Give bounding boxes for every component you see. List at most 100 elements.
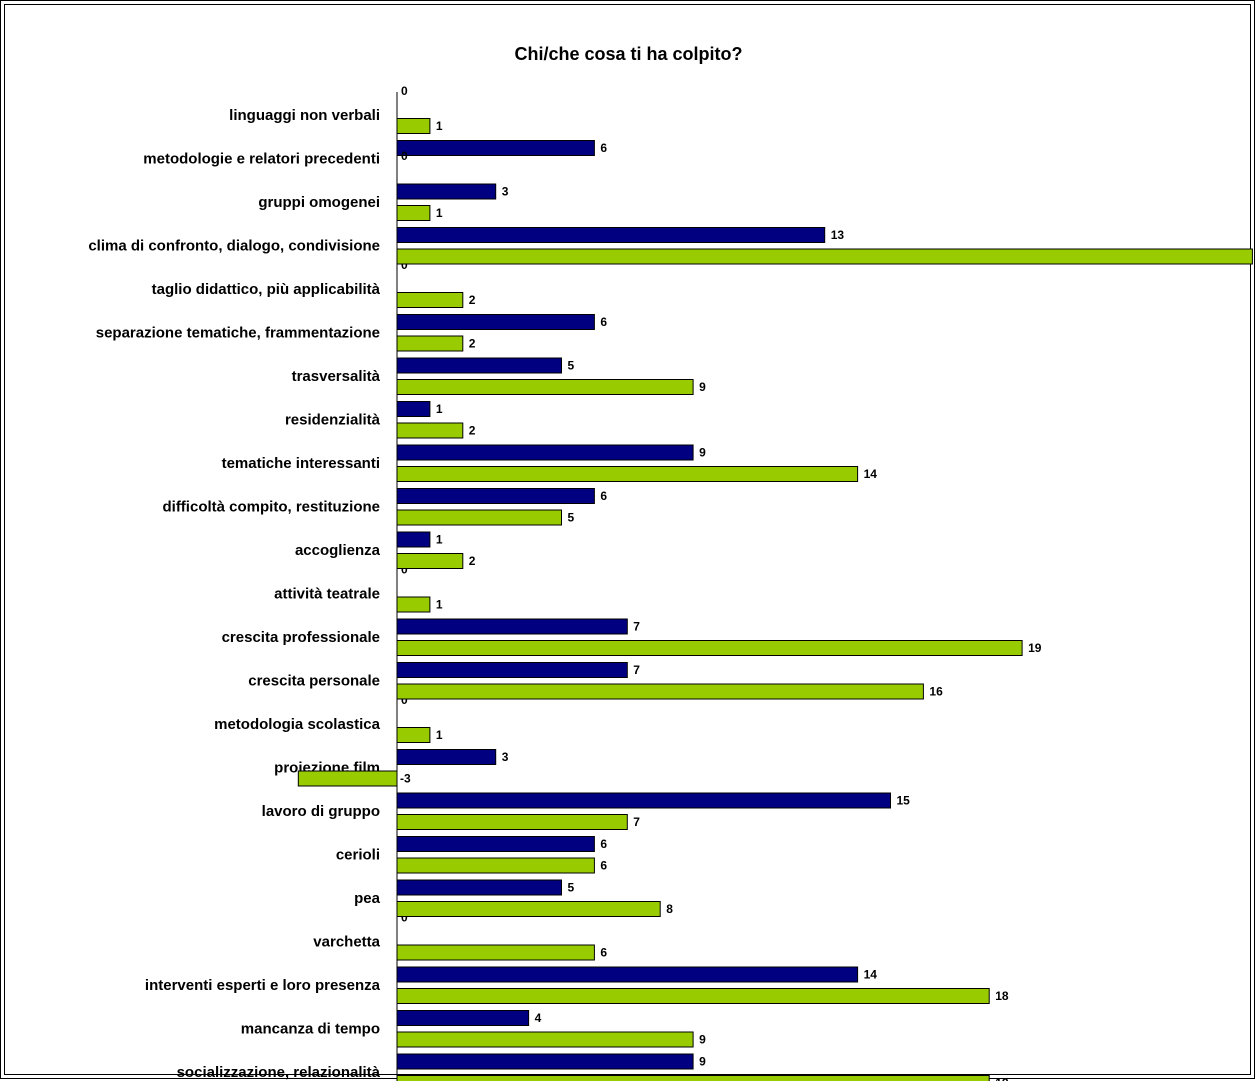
bar-series-1 [396, 314, 595, 330]
category-label: metodologie e relatori precedenti [143, 150, 380, 167]
bar-series-2 [396, 596, 431, 613]
bar-series-2 [396, 553, 464, 569]
bar-series-2 [396, 814, 628, 830]
category-label: cerioli [336, 846, 380, 863]
data-label: 8 [666, 902, 673, 916]
bar-series-2 [396, 640, 1023, 656]
data-label: 6 [600, 837, 607, 851]
category-label: attività teatrale [274, 585, 380, 602]
category-label: crescita professionale [222, 629, 380, 646]
category-label: pea [354, 890, 381, 907]
bar-series-2 [297, 770, 398, 787]
data-label: 5 [568, 359, 575, 373]
bar-series-1 [396, 1053, 694, 1070]
bar-series-1 [396, 488, 595, 504]
bar-series-1 [396, 792, 891, 809]
category-label: linguaggi non verbali [229, 107, 380, 124]
bar-series-2 [396, 727, 431, 743]
data-label: 13 [831, 228, 845, 242]
bar-series-2 [396, 118, 431, 134]
data-label: 18 [995, 989, 1009, 1003]
category-label: trasversalità [292, 368, 381, 385]
category-label: difficoltà compito, restituzione [162, 498, 380, 515]
category-label: varchetta [313, 933, 380, 950]
bar-series-1 [396, 227, 826, 243]
data-label: 9 [699, 1055, 706, 1069]
category-label: gruppi omogenei [258, 194, 380, 211]
category-label: clima di confronto, dialogo, condivision… [88, 237, 380, 254]
data-label: 1 [436, 728, 443, 742]
data-label: 1 [436, 598, 443, 612]
data-label: 9 [699, 446, 706, 460]
bar-series-2 [396, 1031, 694, 1048]
data-label: 6 [600, 859, 607, 873]
bar-series-2 [396, 1075, 990, 1081]
data-label: 2 [469, 554, 476, 568]
bar-series-2 [396, 901, 661, 917]
bar-series-1 [396, 879, 562, 896]
data-label: 19 [1028, 641, 1042, 655]
category-label: taglio didattico, più applicabilità [152, 281, 381, 298]
data-label: 1 [436, 206, 443, 220]
data-label: 18 [995, 1076, 1009, 1081]
data-label: 9 [699, 380, 706, 394]
data-label: 6 [600, 489, 607, 503]
data-label: 7 [633, 620, 640, 634]
bar-series-2 [396, 248, 1253, 265]
data-label: 9 [699, 1033, 706, 1047]
bar-series-2 [396, 422, 464, 439]
data-label: 4 [535, 1011, 542, 1025]
category-label: interventi esperti e loro presenza [145, 977, 381, 994]
bar-series-1 [396, 401, 431, 417]
category-label: tematiche interessanti [222, 455, 380, 472]
bar-series-1 [396, 662, 628, 678]
bar-series-2 [396, 509, 562, 526]
bar-series-2 [396, 379, 694, 395]
bar-series-2 [396, 988, 990, 1004]
category-label: mancanza di tempo [241, 1020, 380, 1037]
data-label: 5 [568, 511, 575, 525]
bar-series-1 [396, 357, 562, 374]
data-label: 14 [864, 467, 878, 481]
bar-series-1 [396, 618, 628, 635]
data-label: 7 [633, 663, 640, 677]
bar-series-1 [396, 966, 859, 983]
bar-series-2 [396, 205, 431, 221]
data-label: 2 [469, 424, 476, 438]
bar-series-2 [396, 683, 924, 700]
bar-series-2 [396, 335, 464, 352]
bar-series-1 [396, 531, 431, 548]
data-label: 16 [929, 685, 943, 699]
category-label: lavoro di gruppo [262, 803, 380, 820]
bar-series-1 [396, 183, 497, 200]
data-label: 0 [401, 258, 408, 272]
bar-series-1 [396, 140, 595, 156]
data-label: 0 [401, 149, 408, 163]
data-label: 0 [401, 911, 408, 925]
category-label: socializzazione, relazionalità [177, 1064, 381, 1081]
data-label: -3 [400, 772, 411, 786]
bar-series-1 [396, 836, 595, 852]
bar-series-1 [396, 1010, 530, 1026]
data-label: 14 [864, 968, 878, 982]
bar-series-1 [396, 444, 694, 461]
bar-series-2 [396, 292, 464, 308]
data-label: 3 [502, 750, 509, 764]
data-label: 0 [401, 84, 408, 98]
data-label: 15 [897, 794, 911, 808]
bar-series-2 [396, 857, 595, 874]
bar-series-1 [396, 749, 497, 765]
chart-title: Chi/che cosa ti ha colpito? [514, 44, 743, 64]
data-label: 1 [436, 533, 443, 547]
data-label: 6 [600, 141, 607, 155]
category-label: separazione tematiche, frammentazione [96, 324, 380, 341]
data-label: 0 [401, 563, 408, 577]
category-label: residenzialità [285, 411, 381, 428]
data-label: 3 [502, 185, 509, 199]
data-label: 5 [568, 881, 575, 895]
bar-series-2 [396, 944, 595, 961]
data-label: 2 [469, 337, 476, 351]
category-label: metodologia scolastica [214, 716, 381, 733]
data-label: 2 [469, 293, 476, 307]
